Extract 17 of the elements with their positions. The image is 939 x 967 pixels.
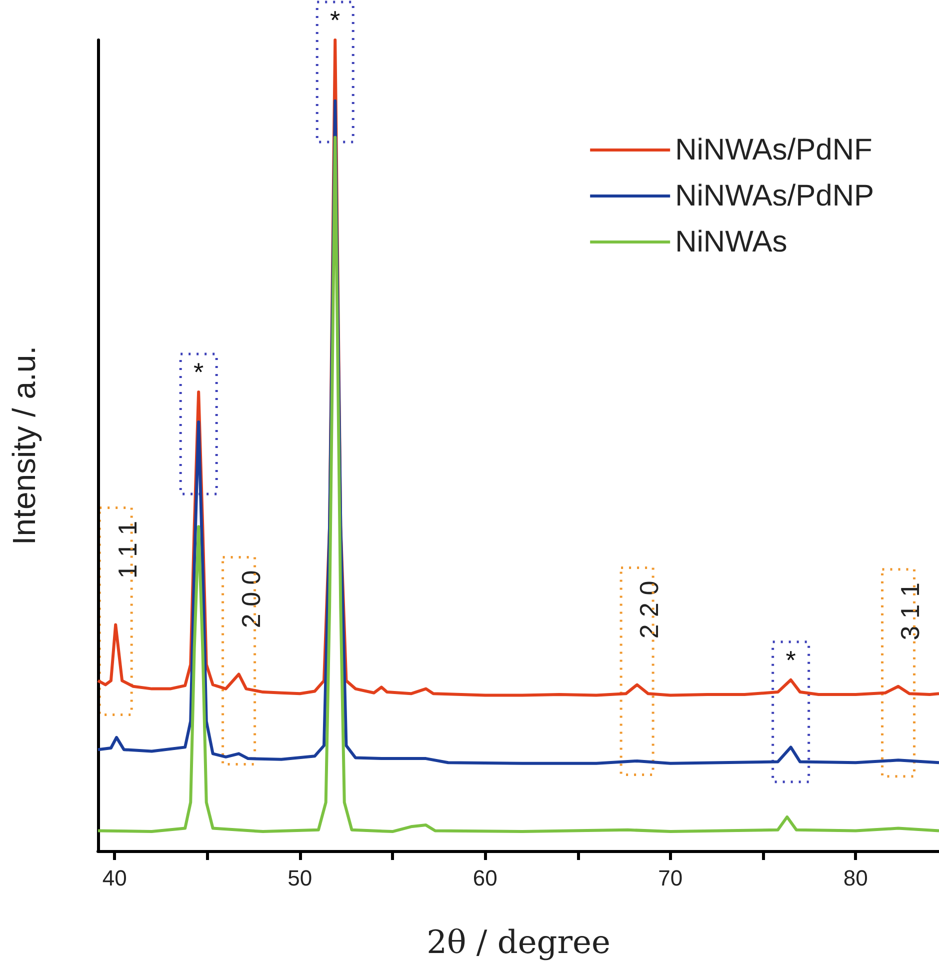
x-tick-label: 80: [843, 866, 868, 890]
legend-label: NiNWAs/PdNP: [675, 180, 874, 212]
annotation: 1 1 1: [112, 520, 143, 579]
y-axis-title: Intensity / a.u.: [6, 346, 42, 546]
annotation: *: [330, 5, 340, 35]
annotation: 3 1 1: [895, 582, 926, 640]
x-tick-label: 60: [472, 866, 498, 890]
legend-label: NiNWAs/PdNF: [675, 134, 872, 166]
legend-label: NiNWAs: [675, 226, 788, 258]
x-tick-label: 40: [102, 866, 127, 890]
annotation: *: [786, 644, 796, 675]
x-tick-label: 50: [288, 866, 312, 890]
annotation: *: [194, 356, 204, 387]
x-axis-title: 2θ / degree: [426, 923, 610, 961]
annotation: 2 0 0: [236, 570, 266, 628]
annotation: 2 2 0: [634, 580, 664, 639]
x-tick-label: 70: [658, 866, 683, 890]
